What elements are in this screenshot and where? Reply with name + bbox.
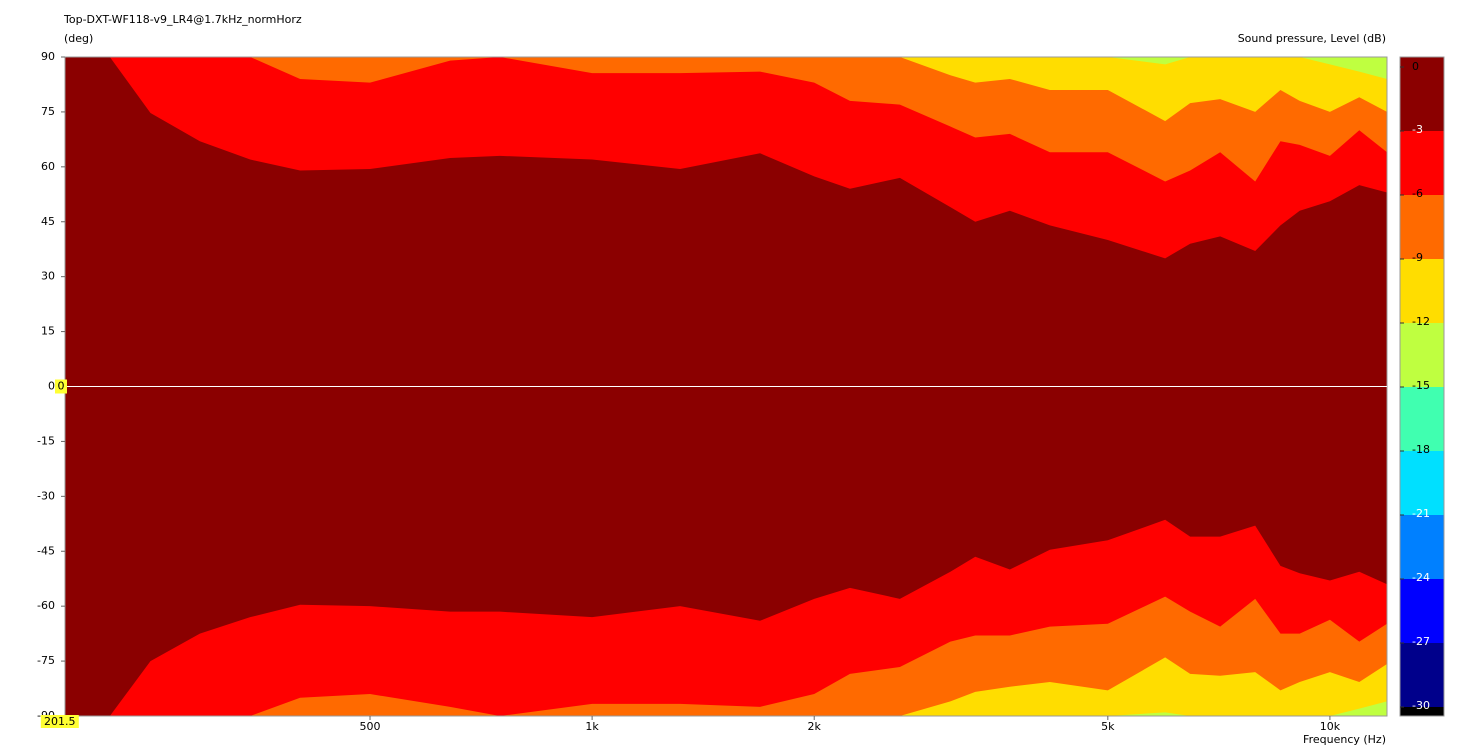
colorbar-band	[1400, 451, 1444, 515]
colorbar-band	[1400, 515, 1444, 579]
y-tick-label: -15	[37, 434, 55, 447]
colorbar-tick-label: -24	[1412, 571, 1430, 584]
colorbar-tick-label: -21	[1412, 507, 1430, 520]
colorbar-band	[1400, 131, 1444, 195]
colorbar-tick-label: -9	[1412, 251, 1423, 264]
colorbar-tick-label: -18	[1412, 443, 1430, 456]
y-tick-label: 75	[41, 105, 55, 118]
y-tick-label: -30	[37, 489, 55, 502]
x-tick-label: 2k	[808, 720, 822, 733]
x-tick-label: 10k	[1320, 720, 1341, 733]
y-tick-label: -45	[37, 544, 55, 557]
chart-title: Top-DXT-WF118-v9_LR4@1.7kHz_normHorz	[63, 13, 302, 26]
y-tick-label: -75	[37, 654, 55, 667]
y-tick-label: 45	[41, 215, 55, 228]
colorbar-band	[1400, 579, 1444, 643]
x-axis-label: Frequency (Hz)	[1303, 733, 1386, 746]
x-tick-label: 500	[360, 720, 381, 733]
colorbar-band	[1400, 387, 1444, 451]
cursor-x-label: 201.5	[44, 715, 76, 728]
colorbar-below	[1400, 707, 1444, 716]
y-tick-label: -60	[37, 599, 55, 612]
y-tick-label: 60	[41, 160, 55, 173]
colorbar-band	[1400, 57, 1444, 131]
colorbar-tick-label: -12	[1412, 315, 1430, 328]
colorbar-tick-label: 0	[1412, 60, 1419, 73]
y-tick-label: 0	[48, 380, 55, 393]
cursor-y-box	[55, 379, 67, 394]
y-tick-label: 90	[41, 50, 55, 63]
colorbar-band	[1400, 323, 1444, 387]
x-tick-label: 1k	[585, 720, 599, 733]
colorbar-band	[1400, 259, 1444, 323]
colorbar-band	[1400, 643, 1444, 707]
colorbar-tick-label: -27	[1412, 635, 1430, 648]
colorbar-tick-label: -6	[1412, 187, 1423, 200]
x-tick-label: 5k	[1101, 720, 1115, 733]
cursor-y-label: 0	[58, 380, 65, 393]
y-axis-label: (deg)	[64, 32, 93, 45]
colorbar-band	[1400, 195, 1444, 259]
cursor-x-box	[40, 715, 79, 728]
y-tick-label: 30	[41, 270, 55, 283]
y-tick-label: 15	[41, 325, 55, 338]
colorbar-tick-label: -30	[1412, 699, 1430, 712]
colorbar-tick-label: -3	[1412, 123, 1423, 136]
colorbar-tick-label: -15	[1412, 379, 1430, 392]
colorbar-label: Sound pressure, Level (dB)	[1238, 32, 1386, 45]
